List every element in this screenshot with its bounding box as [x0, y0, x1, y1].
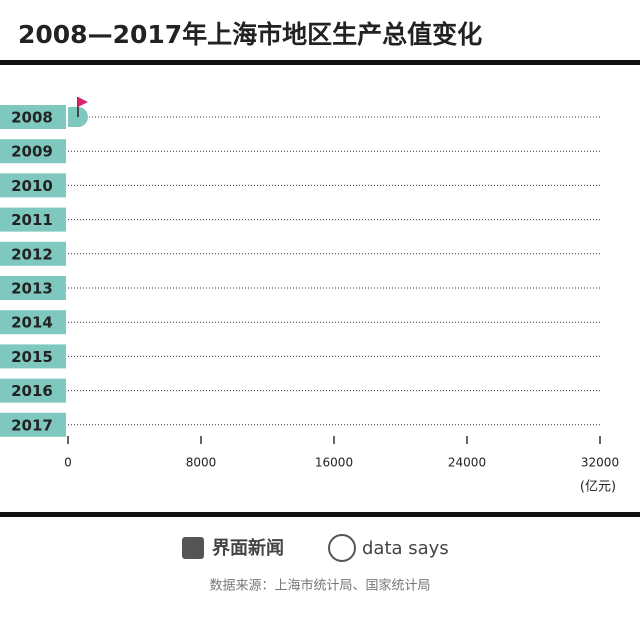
brand-icon — [328, 534, 356, 562]
category-box — [0, 344, 66, 369]
y-tick-label: 2015 — [11, 348, 53, 366]
category-box — [0, 139, 66, 164]
unit-label: (亿元) — [580, 480, 616, 495]
y-tick-label: 2017 — [11, 416, 53, 434]
y-tick-label: 2013 — [11, 280, 53, 298]
x-tick-label: 32000 — [581, 456, 619, 470]
x-tick-label: 0 — [64, 456, 72, 470]
flag — [77, 97, 88, 107]
category-box — [0, 310, 66, 335]
source-text: 数据来源：上海市统计局、国家统计局 — [209, 578, 430, 594]
category-box — [0, 173, 66, 198]
logo-icon — [182, 537, 204, 559]
category-box — [0, 276, 66, 300]
category-box — [0, 378, 66, 403]
top-rule — [0, 60, 640, 65]
logo-text: 界面新闻 — [212, 537, 284, 559]
x-tick-label: 24000 — [448, 456, 486, 470]
y-tick-label: 2014 — [11, 314, 53, 332]
x-tick-label: 8000 — [186, 456, 217, 470]
category-box — [0, 412, 66, 437]
x-tick-label: 16000 — [315, 456, 353, 470]
y-tick-label: 2009 — [11, 143, 53, 161]
y-tick-label: 2016 — [11, 382, 53, 400]
y-tick-label: 2010 — [11, 177, 53, 195]
brand-text: data says — [362, 538, 449, 559]
chart-title: 2008—2017年上海市地区生产总值变化 — [18, 20, 482, 49]
y-tick-label: 2011 — [11, 211, 53, 229]
footer-logo — [182, 534, 356, 562]
y-tick-label: 2008 — [11, 109, 53, 127]
category-box — [0, 105, 66, 129]
bottom-rule — [0, 512, 640, 517]
category-box — [0, 207, 66, 232]
category-box — [0, 241, 66, 266]
y-tick-label: 2012 — [11, 245, 53, 263]
